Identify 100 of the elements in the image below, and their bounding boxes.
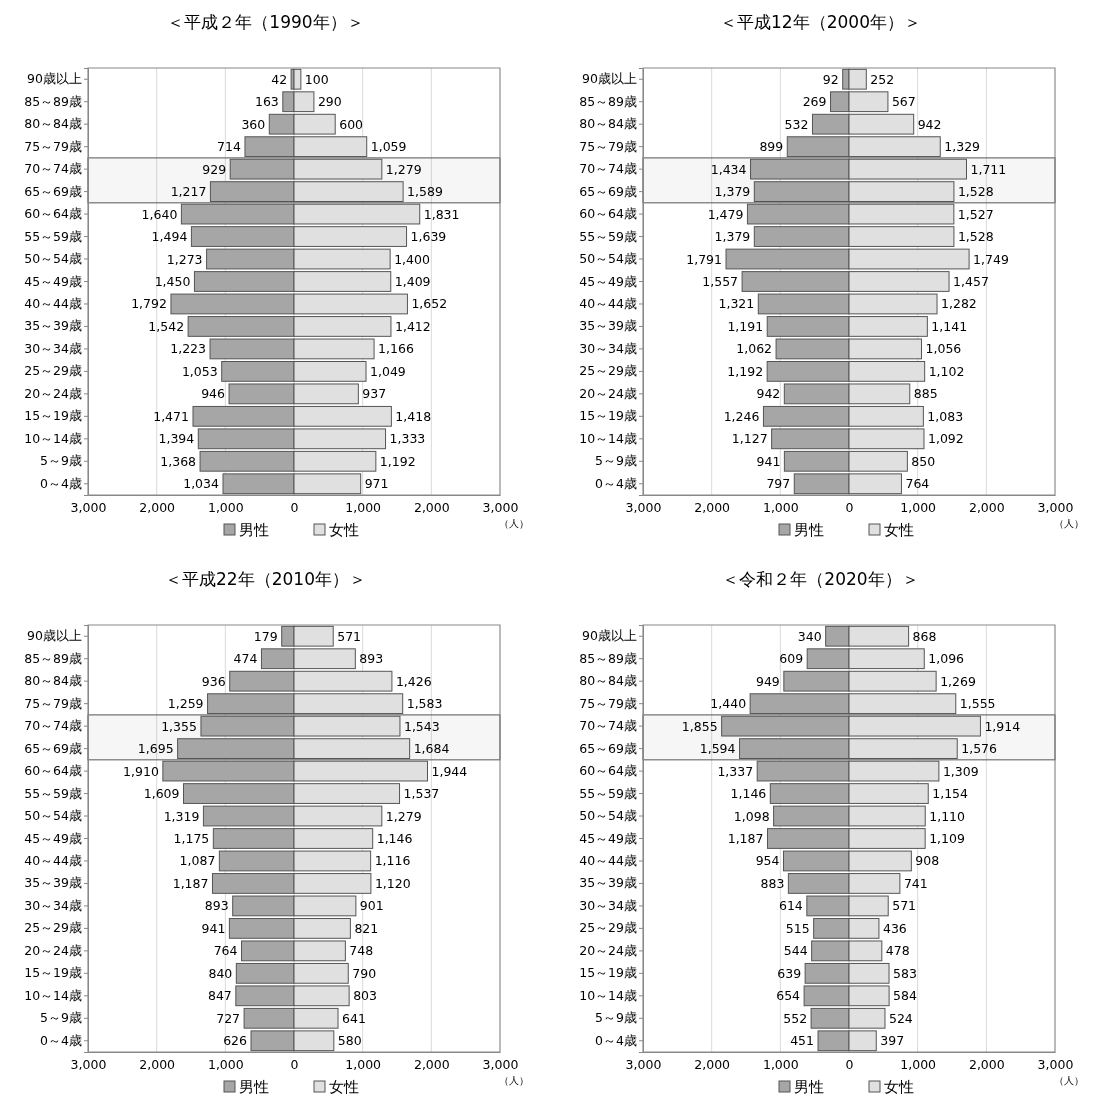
data-label: 1,400 bbox=[394, 251, 430, 267]
data-label: 954 bbox=[755, 853, 780, 869]
data-label: 1,187 bbox=[172, 875, 209, 891]
y-tick-label: 35～39歳 bbox=[24, 318, 82, 334]
x-tick-label: 2,000 bbox=[413, 499, 450, 515]
data-label: 1,116 bbox=[374, 853, 411, 869]
data-label: 1,279 bbox=[385, 161, 422, 177]
y-tick-label: 55～59歳 bbox=[24, 228, 82, 244]
data-label: 163 bbox=[254, 94, 279, 110]
chart-title: ＜平成22年（2010年）＞ bbox=[165, 569, 366, 589]
data-label: 748 bbox=[349, 943, 374, 959]
data-label: 1,223 bbox=[170, 341, 207, 357]
data-label: 868 bbox=[912, 628, 937, 644]
data-label: 1,594 bbox=[699, 741, 736, 757]
x-tick-label: 0 bbox=[290, 1056, 299, 1072]
data-label: 946 bbox=[201, 386, 226, 402]
y-tick-label: 70～74歳 bbox=[579, 718, 637, 734]
x-tick-label: 3,000 bbox=[482, 1056, 519, 1072]
data-label: 937 bbox=[362, 386, 387, 402]
data-label: 1,166 bbox=[378, 341, 414, 357]
y-tick-label: 0～4歳 bbox=[595, 1032, 637, 1048]
data-label: 941 bbox=[201, 920, 226, 936]
x-tick-label: 0 bbox=[845, 499, 854, 515]
data-label: 1,440 bbox=[710, 696, 747, 712]
data-label: 1,279 bbox=[385, 808, 422, 824]
legend-label: 女性 bbox=[884, 520, 914, 539]
data-label: 1,640 bbox=[141, 206, 178, 222]
x-axis-title: （人） bbox=[1054, 518, 1084, 529]
data-label: 1,409 bbox=[394, 274, 431, 289]
legend-label: 女性 bbox=[329, 520, 359, 539]
y-tick-label: 70～74歳 bbox=[24, 718, 82, 734]
y-tick-label: 30～34歳 bbox=[24, 340, 82, 356]
data-label: 893 bbox=[204, 898, 229, 914]
y-tick-label: 65～69歳 bbox=[24, 740, 82, 756]
data-label: 340 bbox=[797, 628, 822, 644]
data-label: 1,639 bbox=[410, 229, 447, 245]
y-tick-label: 70～74歳 bbox=[24, 161, 82, 177]
data-label: 1,096 bbox=[928, 651, 965, 667]
data-label: 1,355 bbox=[161, 718, 197, 734]
data-label: 941 bbox=[756, 453, 781, 469]
y-tick-label: 45～49歳 bbox=[579, 830, 637, 846]
y-tick-label: 15～19歳 bbox=[24, 965, 82, 981]
data-label: 1,282 bbox=[941, 296, 977, 312]
data-label: 1,434 bbox=[710, 161, 747, 177]
y-tick-label: 50～54歳 bbox=[24, 808, 82, 824]
data-label: 797 bbox=[766, 476, 791, 492]
y-tick-label: 80～84歳 bbox=[579, 673, 637, 689]
data-label: 901 bbox=[359, 898, 384, 914]
data-label: 936 bbox=[201, 673, 226, 689]
y-tick-label: 70～74歳 bbox=[579, 161, 637, 177]
data-label: 727 bbox=[216, 1010, 241, 1026]
data-label: 474 bbox=[233, 651, 258, 667]
y-tick-label: 35～39歳 bbox=[24, 875, 82, 891]
data-label: 600 bbox=[339, 116, 364, 132]
data-label: 436 bbox=[882, 920, 907, 936]
x-tick-label: 3,000 bbox=[70, 1056, 107, 1072]
data-label: 567 bbox=[891, 94, 916, 110]
data-label: 1,120 bbox=[374, 875, 411, 891]
x-tick-label: 2,000 bbox=[139, 499, 176, 515]
x-tick-label: 3,000 bbox=[1037, 499, 1074, 515]
data-label: 92 bbox=[822, 71, 839, 87]
data-label: 1,537 bbox=[403, 786, 440, 802]
data-label: 1,528 bbox=[957, 229, 994, 245]
y-tick-label: 90歳以上 bbox=[582, 71, 637, 87]
data-label: 764 bbox=[905, 476, 930, 492]
data-label: 1,059 bbox=[370, 139, 407, 155]
x-axis-title: （人） bbox=[499, 1075, 529, 1086]
y-tick-label: 75～79歳 bbox=[579, 695, 637, 711]
data-label: 552 bbox=[783, 1010, 808, 1026]
x-tick-label: 2,000 bbox=[694, 499, 731, 515]
data-label: 1,329 bbox=[944, 139, 981, 155]
data-label: 1,192 bbox=[379, 453, 416, 469]
x-tick-label: 3,000 bbox=[1037, 1056, 1074, 1072]
data-label: 1,412 bbox=[394, 318, 431, 334]
y-tick-label: 30～34歳 bbox=[579, 897, 637, 913]
y-tick-label: 10～14歳 bbox=[24, 987, 82, 1003]
data-label: 1,944 bbox=[431, 763, 468, 779]
y-tick-label: 60～64歳 bbox=[579, 206, 637, 222]
y-tick-label: 55～59歳 bbox=[24, 785, 82, 801]
y-tick-label: 60～64歳 bbox=[24, 763, 82, 779]
y-tick-label: 65～69歳 bbox=[24, 183, 82, 199]
data-label: 1,083 bbox=[927, 408, 964, 424]
data-label: 269 bbox=[802, 94, 827, 110]
data-label: 714 bbox=[217, 139, 242, 155]
y-tick-label: 40～44歳 bbox=[24, 295, 82, 311]
data-label: 1,910 bbox=[123, 763, 159, 779]
data-label: 893 bbox=[359, 651, 384, 667]
data-label: 1,269 bbox=[940, 673, 976, 689]
data-label: 949 bbox=[755, 673, 780, 689]
data-label: 850 bbox=[911, 453, 936, 469]
data-label: 571 bbox=[337, 628, 362, 644]
data-label: 1,457 bbox=[953, 274, 989, 289]
data-label: 100 bbox=[304, 71, 329, 87]
y-tick-label: 25～29歳 bbox=[24, 363, 82, 379]
data-label: 883 bbox=[760, 875, 785, 891]
data-label: 1,792 bbox=[131, 296, 167, 312]
y-tick-label: 0～4歳 bbox=[40, 475, 82, 491]
data-label: 42 bbox=[271, 71, 288, 87]
data-label: 1,471 bbox=[153, 408, 189, 424]
y-tick-label: 80～84歳 bbox=[24, 673, 82, 689]
